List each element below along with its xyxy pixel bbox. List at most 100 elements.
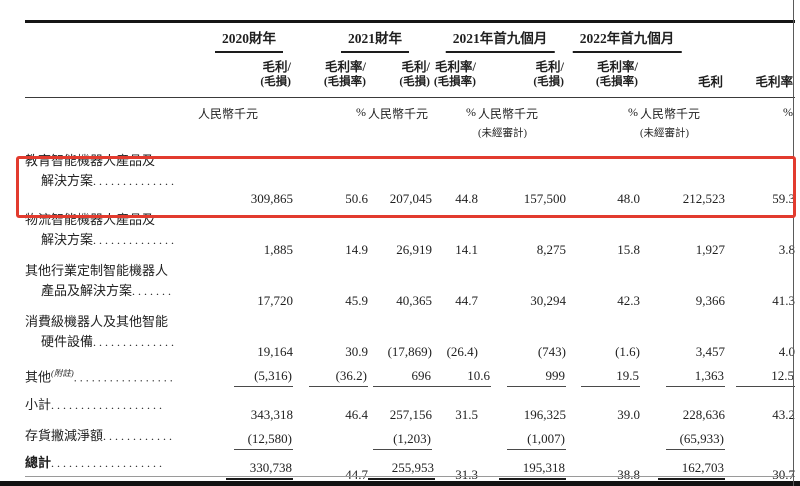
dot-leader: ................. (73, 370, 176, 385)
table-row-inventory-writedown: 存貨撇減淨額............ (12,580) (1,203) (1,0… (25, 423, 795, 451)
table-row-logistics: 物流智能機器人產品及 解決方案.............. 1,885 14.9… (25, 207, 795, 258)
value-cell (432, 423, 478, 450)
period-header-2021-9m: 2021年首九個月 (445, 27, 555, 53)
row-label: 消費級機器人及其他智能 硬件設備.............. (25, 314, 178, 349)
value-cell: 257,156 (389, 407, 432, 423)
value-cell: 44.8 (455, 191, 478, 206)
value-cell: 30.7 (772, 467, 795, 483)
row-label: 小計................... (25, 397, 166, 413)
value-cell: 44.7 (455, 293, 478, 308)
value-cell: 44.7 (345, 467, 368, 483)
table-row-subtotal: 小計................... 343,318 46.4 257,1… (25, 387, 795, 423)
value-cell: 19.5 (566, 360, 640, 388)
value-cell: 696 (368, 360, 432, 388)
dot-leader: ................... (51, 456, 166, 471)
value-cell: 59.3 (772, 191, 795, 206)
value-cell: (36.2) (293, 360, 368, 388)
value-cell: 42.3 (617, 293, 640, 308)
table-row-education: 教育智能機器人產品及 解決方案.............. 309,865 50… (25, 148, 795, 207)
value-cell: 39.0 (617, 407, 640, 423)
units-row: 人民幣千元 % 人民幣千元 % 人民幣千元 (未經審計) % 人民幣千元 (未經… (25, 98, 795, 149)
footnote-marker: (附註) (51, 368, 74, 378)
value-cell: 157,500 (523, 191, 566, 206)
value-cell: 50.6 (345, 191, 368, 206)
value-cell: 10.6 (432, 360, 491, 388)
value-cell: 1,927 (695, 242, 725, 257)
value-cell: 48.0 (617, 191, 640, 206)
value-cell: 228,636 (682, 407, 725, 423)
dot-leader: .............. (93, 335, 178, 349)
value-cell: (12,580) (198, 423, 293, 451)
highlight-annotation-box (16, 156, 796, 218)
period-header-label: 2021財年 (341, 27, 409, 53)
subheader-profit-2021-9m: 毛利/ (毛損) (478, 56, 566, 98)
subheader-margin-2022-9m: 毛利率 (725, 56, 795, 98)
unit-rmb-2021: 人民幣千元 (368, 107, 429, 121)
dot-leader: .............. (93, 233, 178, 247)
subheader-margin-2020: 毛利率/ (毛損率) (293, 56, 368, 98)
unit-pct-2021: % (466, 105, 476, 119)
value-cell: (17,869) (387, 344, 432, 359)
period-header-2020: 2020財年 (215, 27, 283, 53)
right-edge-line (793, 0, 794, 486)
value-cell: (1,203) (368, 423, 432, 451)
value-cell: 45.9 (345, 293, 368, 308)
value-cell: 999 (478, 360, 566, 388)
subheader-profit-2020: 毛利/ (毛損) (198, 56, 293, 98)
row-label: 總計................... (25, 455, 166, 471)
value-cell: 309,865 (250, 191, 293, 206)
value-cell: 255,953 (368, 450, 435, 484)
dot-leader: ................... (51, 398, 166, 413)
unit-pct-2022-9m: % (783, 105, 793, 119)
subheader-row: 毛利/ (毛損) 毛利率/ (毛損率) 毛利/ (毛損) 毛利率/ (毛損率) … (25, 56, 795, 98)
value-cell: 19,164 (257, 344, 293, 359)
subheader-margin-2021: 毛利率/ (毛損率) (432, 56, 478, 98)
value-cell: 9,366 (695, 293, 725, 308)
value-cell: (1.6) (615, 344, 640, 359)
period-header-2021: 2021財年 (341, 27, 409, 53)
unit-rmb-2020: 人民幣千元 (198, 107, 259, 121)
unit-rmb-2021-9m: 人民幣千元 (未經審計) (478, 98, 566, 149)
value-cell: (65,933) (640, 423, 725, 451)
value-cell: 31.5 (455, 407, 478, 423)
value-cell: 15.8 (617, 242, 640, 257)
table-row-consumer: 消費級機器人及其他智能 硬件設備.............. 19,164 30… (25, 309, 795, 360)
period-header-label: 2020財年 (215, 27, 283, 53)
value-cell: (5,316) (198, 360, 293, 388)
dot-leader: .............. (93, 174, 178, 188)
value-cell: 1,885 (263, 242, 293, 257)
row-label: 其他行業定制智能機器人 產品及解決方案....... (25, 263, 175, 298)
value-cell: 26,919 (396, 242, 432, 257)
table-row-custom-industry: 其他行業定制智能機器人 產品及解決方案....... 17,720 45.9 4… (25, 258, 795, 309)
value-cell: 3,457 (695, 344, 725, 359)
value-cell: 162,703 (640, 450, 725, 484)
value-cell: 41.3 (772, 293, 795, 308)
period-header-label: 2022年首九個月 (572, 27, 682, 53)
subheader-profit-2022-9m: 毛利 (640, 56, 725, 98)
value-cell: 12.5 (725, 360, 795, 388)
gross-profit-table: 毛利/ (毛損) 毛利率/ (毛損率) 毛利/ (毛損) 毛利率/ (毛損率) … (25, 56, 795, 484)
value-cell: (1,007) (478, 423, 566, 451)
bottom-edge-strip (0, 481, 800, 486)
period-header-2022-9m: 2022年首九個月 (572, 27, 682, 53)
subheader-spacer (25, 56, 198, 98)
subheader-profit-2021: 毛利/ (毛損) (368, 56, 432, 98)
value-cell: 31.3 (455, 467, 478, 483)
unaudited-note: (未經審計) (640, 128, 689, 139)
table-row-total: 總計................... 330,738 44.7 255,9… (25, 450, 795, 484)
period-header-label: 2021年首九個月 (445, 27, 555, 53)
row-label: 存貨撇減淨額............ (25, 428, 176, 444)
value-cell: 38.8 (617, 467, 640, 483)
value-cell: 17,720 (257, 293, 293, 308)
value-cell: 30,294 (530, 293, 566, 308)
unit-pct-2021-9m: % (628, 105, 638, 119)
value-cell: 195,318 (478, 450, 566, 484)
unit-pct-2020: % (356, 105, 366, 119)
value-cell: 1,363 (640, 360, 725, 388)
table-top-rule (25, 20, 795, 23)
value-cell: 30.9 (345, 344, 368, 359)
value-cell: 330,738 (198, 450, 293, 484)
dot-leader: ............ (103, 429, 176, 444)
dot-leader: ....... (132, 284, 175, 298)
